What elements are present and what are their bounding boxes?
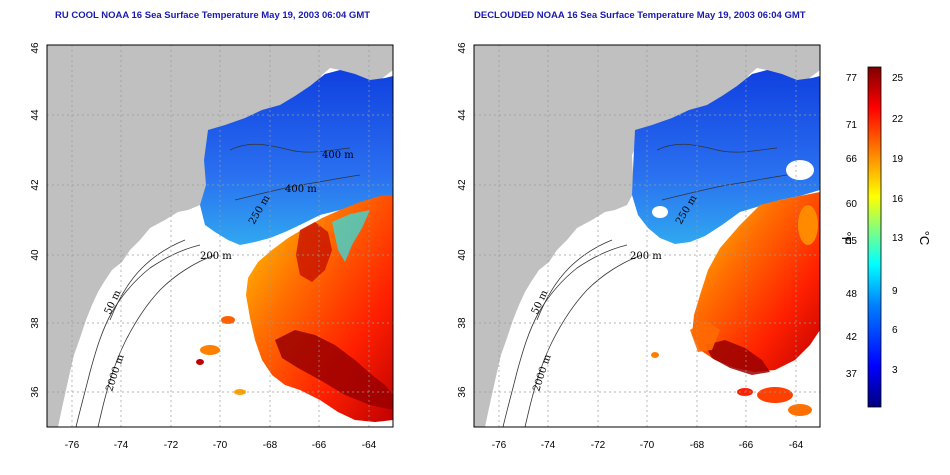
celsius-tick: 22 <box>892 114 904 125</box>
x-tick: -70 <box>640 440 655 451</box>
cloud-gap <box>786 160 814 180</box>
fahrenheit-tick: 37 <box>846 369 858 380</box>
y-tick: 38 <box>30 317 41 329</box>
contour-200m-right <box>502 244 628 427</box>
cold-water-left <box>200 70 393 245</box>
y-tick: 44 <box>457 109 468 121</box>
left-sst-map: 200 m 50 m 2000 m 400 m 250 m 400 m -76 … <box>30 42 394 451</box>
fahrenheit-tick: 48 <box>846 289 858 300</box>
x-tick: -68 <box>690 440 705 451</box>
contour-label-200m: 200 m <box>200 251 232 262</box>
axes-box-left <box>46 44 394 428</box>
cloud-gap <box>652 206 668 218</box>
orange-band-right <box>690 320 720 352</box>
fahrenheit-tick: 42 <box>846 332 858 343</box>
x-tick: -76 <box>492 440 507 451</box>
x-tick: -70 <box>213 440 228 451</box>
y-tick: 38 <box>457 317 468 329</box>
fahrenheit-unit-label: °F <box>839 231 854 244</box>
y-tick: 44 <box>30 109 41 121</box>
y-tick: 40 <box>30 249 41 261</box>
patch <box>234 389 246 395</box>
contour-gulf-right <box>656 143 788 201</box>
dark-red-core-right <box>705 340 770 375</box>
y-tick: 42 <box>457 179 468 191</box>
contour-2000m-left <box>97 254 216 427</box>
contour-gulf-left <box>229 143 361 201</box>
y-axis-left: 36 38 40 42 44 46 <box>30 42 41 398</box>
cyan-filament-left <box>332 210 370 262</box>
patch <box>221 316 235 324</box>
grid-left <box>47 45 393 427</box>
patch <box>788 404 812 416</box>
cold-water-right <box>632 70 820 244</box>
y-tick: 40 <box>457 249 468 261</box>
patch <box>798 205 818 245</box>
y-tick: 36 <box>457 386 468 398</box>
x-tick: -74 <box>114 440 129 451</box>
x-tick: -72 <box>591 440 606 451</box>
y-axis-right: 36 38 40 42 44 46 <box>457 42 468 398</box>
celsius-tick: 3 <box>892 365 898 376</box>
x-tick: -76 <box>65 440 80 451</box>
celsius-tick: 16 <box>892 194 904 205</box>
land-mass-left <box>47 45 393 427</box>
patch <box>196 359 204 365</box>
x-tick: -66 <box>739 440 754 451</box>
contour-label-400m-b: 400 m <box>285 184 317 195</box>
celsius-tick: 19 <box>892 154 904 165</box>
celsius-tick: 6 <box>892 325 898 336</box>
patch <box>200 345 220 355</box>
contour-200m-left <box>75 244 201 427</box>
x-tick: -64 <box>362 440 377 451</box>
contour-2000m-right <box>524 254 643 427</box>
left-map-title: RU COOL NOAA 16 Sea Surface Temperature … <box>55 10 371 21</box>
contour-label-200m-right: 200 m <box>630 251 662 262</box>
y-tick: 46 <box>457 42 468 54</box>
colorbar: 77 71 66 60 55 48 42 37 25 22 19 16 13 9… <box>839 66 932 408</box>
grid-right <box>474 45 820 427</box>
fahrenheit-tick: 66 <box>846 154 858 165</box>
axes-box-right <box>473 44 821 428</box>
colorbar-ramp <box>867 66 882 408</box>
y-tick: 46 <box>30 42 41 54</box>
contour-50m-left <box>109 239 186 321</box>
warm-water-right <box>692 192 820 372</box>
fahrenheit-tick: 77 <box>846 73 858 84</box>
y-tick: 36 <box>30 386 41 398</box>
x-tick: -74 <box>541 440 556 451</box>
celsius-unit-label: °C <box>917 231 932 246</box>
land-mass-right <box>474 45 820 427</box>
contour-label-400m: 400 m <box>322 150 354 161</box>
right-map-title: DECLOUDED NOAA 16 Sea Surface Temperatur… <box>474 10 806 21</box>
x-tick: -72 <box>164 440 179 451</box>
right-sst-map: 200 m 50 m 2000 m 250 m -76 -74 -72 -70 … <box>457 42 821 451</box>
x-tick: -66 <box>312 440 327 451</box>
celsius-tick: 13 <box>892 233 904 244</box>
contour-50m-right <box>536 239 613 321</box>
x-axis-right: -76 -74 -72 -70 -68 -66 -64 <box>492 440 804 451</box>
patch <box>651 352 659 358</box>
fahrenheit-tick: 71 <box>846 120 858 131</box>
fahrenheit-tick: 60 <box>846 199 858 210</box>
x-tick: -64 <box>789 440 804 451</box>
patch <box>757 387 793 403</box>
x-axis-left: -76 -74 -72 -70 -68 -66 -64 <box>65 440 377 451</box>
celsius-tick: 25 <box>892 73 904 84</box>
dark-red-core-left <box>275 330 393 410</box>
y-tick: 42 <box>30 179 41 191</box>
fahrenheit-tick: 55 <box>846 236 858 247</box>
eddy-left <box>296 222 332 282</box>
celsius-tick: 9 <box>892 286 898 297</box>
x-tick: -68 <box>263 440 278 451</box>
